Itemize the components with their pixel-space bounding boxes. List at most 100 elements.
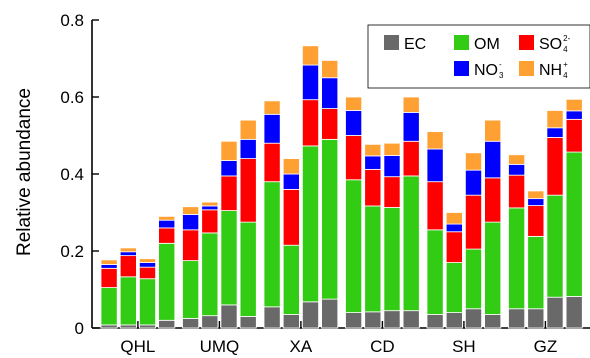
legend-label-so4: SO: [539, 36, 562, 53]
bar-segment-no3: [402, 112, 420, 142]
bar-segment-no3: [426, 148, 444, 183]
legend-label-no3: NO: [474, 62, 498, 79]
legend-superscript: 2-: [563, 34, 570, 43]
legend-subscript: 4: [563, 45, 568, 54]
bar-segment-ec: [100, 324, 118, 329]
bar-segment-so4: [301, 99, 319, 147]
bar-segment-no3: [201, 205, 219, 211]
bar-segment-so4: [220, 175, 238, 211]
bar-segment-om: [426, 229, 444, 315]
bar-segment-no3: [546, 127, 564, 138]
category-label: XA: [290, 337, 313, 356]
bar-segment-ec: [321, 298, 339, 329]
bar-segment-nh4: [282, 158, 300, 175]
bar-segment-nh4: [345, 96, 363, 111]
bar-segment-so4: [239, 158, 257, 223]
bar-segment-om: [565, 151, 583, 297]
bar-segment-no3: [119, 251, 137, 257]
category-label: CD: [370, 337, 395, 356]
bar-segment-nh4: [263, 100, 281, 115]
bar-segment-so4: [138, 266, 156, 280]
bar-segment-no3: [527, 198, 545, 206]
bar-segment-om: [158, 242, 176, 321]
bar-segment-nh4: [445, 212, 463, 225]
bar-segment-so4: [100, 267, 118, 288]
category-label: SH: [452, 337, 476, 356]
legend-label-om: OM: [474, 36, 500, 53]
bar-segment-ec: [119, 324, 137, 329]
y-tick-label: 0.2: [60, 242, 84, 261]
bar-segment-nh4: [301, 45, 319, 66]
bar-segment-om: [508, 207, 526, 310]
bar-segment-om: [239, 221, 257, 317]
bar-segment-so4: [182, 229, 200, 262]
bar-segment-ec: [508, 308, 526, 329]
bar-segment-ec: [301, 301, 319, 329]
y-tick-label: 0.8: [60, 11, 84, 30]
bar-segment-no3: [321, 77, 339, 109]
bar-segment-ec: [546, 296, 564, 329]
bar-segment-so4: [527, 205, 545, 237]
bar-segment-so4: [364, 168, 382, 207]
bar-segment-om: [119, 276, 137, 326]
bar-segment-nh4: [321, 60, 339, 79]
bar-segment-ec: [182, 317, 200, 329]
bar-segment-nh4: [201, 201, 219, 207]
bar-segment-ec: [282, 314, 300, 329]
bar-segment-nh4: [464, 152, 482, 171]
bar-segment-no3: [182, 214, 200, 231]
bar-segment-ec: [345, 312, 363, 329]
y-tick-label: 0: [75, 319, 84, 338]
bar-segment-no3: [565, 110, 583, 120]
bar-segment-nh4: [182, 206, 200, 215]
legend-label-ec: EC: [404, 36, 426, 53]
bar-segment-no3: [484, 140, 502, 179]
bar-segment-ec: [402, 310, 420, 329]
legend-subscript: 3: [499, 71, 504, 80]
bar-segment-so4: [201, 209, 219, 234]
bar-segment-nh4: [426, 131, 444, 150]
bar-segment-nh4: [220, 140, 238, 161]
category-label: QHL: [120, 337, 155, 356]
bar-segment-no3: [383, 155, 401, 178]
bar-segment-no3: [239, 138, 257, 160]
bar-segment-so4: [158, 227, 176, 244]
legend: EC OM SO 2- 4 NO - 3 NH +4: [367, 24, 590, 89]
bar-segment-om: [100, 287, 118, 326]
bar-segment-ec: [138, 324, 156, 329]
bar-segment-ec: [484, 314, 502, 329]
bar-segment-om: [345, 179, 363, 313]
bar-segment-no3: [345, 110, 363, 136]
y-ticks: 0 0.2 0.4 0.6 0.8: [60, 11, 99, 338]
bar-segment-om: [201, 232, 219, 317]
y-tick-label: 0.6: [60, 88, 84, 107]
bar-segment-nh4: [100, 259, 118, 265]
category-label: UMQ: [200, 337, 240, 356]
bar-segment-nh4: [565, 98, 583, 112]
legend-swatch-nh4: [519, 61, 534, 76]
category-label: GZ: [534, 337, 558, 356]
bar-segment-so4: [426, 181, 444, 231]
bar-segment-no3: [158, 219, 176, 229]
legend-swatch-ec: [384, 35, 399, 50]
bar-segment-no3: [263, 113, 281, 144]
bar-segment-no3: [464, 169, 482, 196]
bar-segment-nh4: [546, 110, 564, 129]
legend-label-nh4: NH: [539, 62, 562, 79]
bar-segment-om: [527, 235, 545, 310]
bar-segment-so4: [345, 135, 363, 181]
bar-segment-ec: [201, 315, 219, 329]
bar-segment-so4: [119, 255, 137, 278]
bar-segment-om: [445, 262, 463, 313]
legend-swatch-no3: [454, 61, 469, 76]
bar-segment-no3: [508, 163, 526, 176]
bar-segment-so4: [565, 118, 583, 153]
bar-segment-nh4: [138, 258, 156, 263]
bar-segment-nh4: [484, 119, 502, 142]
bar-segment-om: [364, 205, 382, 313]
bar-segment-om: [282, 244, 300, 315]
bar-segment-so4: [508, 174, 526, 209]
bar-segment-so4: [445, 231, 463, 263]
bar-segment-ec: [158, 319, 176, 329]
